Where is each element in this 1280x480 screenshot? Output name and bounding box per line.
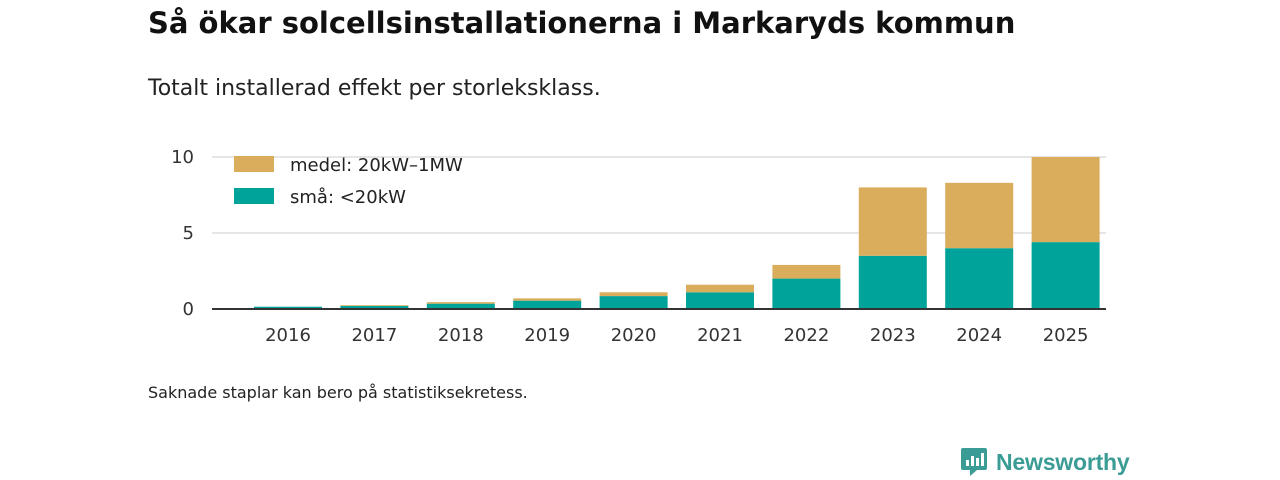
bar-medium-2024[interactable] — [945, 182, 1014, 249]
bar-small-2018[interactable] — [426, 303, 495, 309]
x-tick-label: 2022 — [783, 325, 829, 346]
y-tick-label: 0 — [183, 299, 194, 320]
legend-label-small: små: <20kW — [290, 187, 406, 208]
legend-swatch-medium — [234, 156, 274, 172]
bar-small-2023[interactable] — [858, 255, 927, 309]
x-tick-label: 2023 — [870, 325, 916, 346]
bar-small-2022[interactable] — [772, 278, 841, 309]
brand-name: Newsworthy — [996, 448, 1130, 475]
bar-medium-2021[interactable] — [686, 284, 754, 293]
bar-medium-2018[interactable] — [426, 302, 495, 304]
bar-small-2017[interactable] — [340, 305, 409, 309]
footnote: Saknade staplar kan bero på statistiksek… — [148, 383, 528, 402]
bar-medium-2019[interactable] — [513, 298, 582, 301]
x-tick-label: 2018 — [438, 325, 484, 346]
bar-medium-2020[interactable] — [599, 292, 668, 297]
bar-small-2024[interactable] — [945, 248, 1014, 309]
bar-small-2025[interactable] — [1031, 242, 1100, 309]
x-tick-label: 2021 — [697, 325, 743, 346]
bar-small-2021[interactable] — [686, 292, 754, 309]
y-tick-label: 10 — [171, 147, 194, 168]
bar-small-2020[interactable] — [599, 296, 668, 309]
legend-swatch-small — [234, 188, 274, 204]
x-tick-label: 2016 — [265, 325, 311, 346]
newsworthy-logo[interactable]: Newsworthy — [960, 446, 1130, 478]
bar-medium-2017[interactable] — [340, 305, 409, 306]
x-tick-label: 2017 — [351, 325, 397, 346]
x-tick-label: 2024 — [956, 325, 1002, 346]
bar-small-2016[interactable] — [254, 306, 322, 309]
y-tick-label: 5 — [183, 223, 194, 244]
chart-title: Så ökar solcellsinstallationerna i Marka… — [148, 6, 1016, 40]
chart-subtitle: Totalt installerad effekt per storlekskl… — [148, 76, 601, 101]
x-tick-label: 2019 — [524, 325, 570, 346]
bar-small-2019[interactable] — [513, 300, 582, 309]
legend-label-medium: medel: 20kW–1MW — [290, 155, 463, 176]
bar-chart-logo-icon — [961, 448, 987, 476]
bar-medium-2022[interactable] — [772, 264, 841, 279]
x-tick-label: 2020 — [611, 325, 657, 346]
stacked-bar-chart: 0 5 10 2016 2017 2018 2019 2020 2021 2022 2023 2024… — [171, 147, 1106, 346]
bar-medium-2025[interactable] — [1031, 157, 1100, 243]
x-tick-label: 2025 — [1043, 325, 1089, 346]
bar-medium-2023[interactable] — [858, 187, 927, 256]
